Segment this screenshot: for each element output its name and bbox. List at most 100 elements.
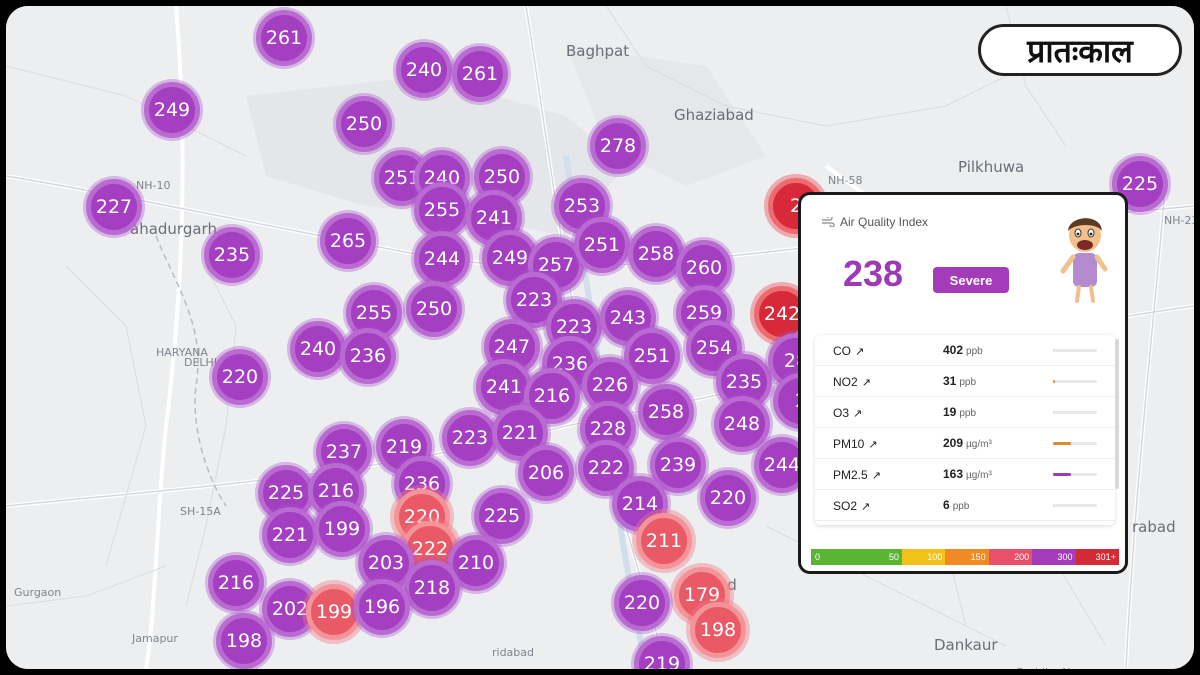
aqi-header: Air Quality Index <box>821 215 928 229</box>
aqi-scale-segment: 301+ <box>1075 549 1119 565</box>
pollutant-unit: ppb <box>959 408 977 419</box>
pollutant-unit: µg/m³ <box>966 439 992 450</box>
aqi-station-marker[interactable]: 250 <box>336 96 392 152</box>
aqi-station-marker[interactable]: 250 <box>406 281 462 337</box>
pollutant-list-scrollbar[interactable] <box>1115 339 1119 489</box>
trend-arrow-icon: ↗ <box>868 439 878 451</box>
pollutant-name: NO2 ↗ <box>833 375 871 389</box>
pollutant-value: 163 µg/m³ <box>943 467 992 481</box>
map-place-label: Ghaziabad <box>674 106 754 124</box>
logo: प्रातःकाल <box>978 24 1182 76</box>
pollutant-row[interactable]: SO2 ↗ 6 ppb <box>815 490 1115 521</box>
aqi-scale-segment: 0 <box>811 549 859 565</box>
aqi-scale-segment: 100 <box>901 549 946 565</box>
aqi-station-marker[interactable]: 221 <box>262 507 318 563</box>
aqi-station-marker[interactable]: 202 <box>262 581 318 637</box>
aqi-category-badge: Severe <box>933 267 1009 293</box>
aqi-station-marker[interactable]: 240 <box>396 42 452 98</box>
aqi-station-marker[interactable]: 236 <box>340 328 396 384</box>
masked-person-illustration <box>1060 218 1108 303</box>
aqi-station-marker[interactable]: 196 <box>354 579 410 635</box>
pollutant-level-fill <box>1053 473 1072 476</box>
aqi-scale-segment: 300 <box>1032 549 1076 565</box>
pollutant-level-fill <box>1053 411 1054 414</box>
aqi-station-marker[interactable]: 240 <box>290 321 346 377</box>
map-place-label: Baghpat <box>566 42 630 60</box>
aqi-scale-segment: 150 <box>945 549 989 565</box>
pollutant-row[interactable]: PM10 ↗ 209 µg/m³ <box>815 428 1115 459</box>
map-road-label: ridabad <box>492 646 535 659</box>
map-road-label: Jamapur <box>132 632 178 645</box>
aqi-station-marker[interactable]: 278 <box>590 118 646 174</box>
aqi-station-marker[interactable]: 251 <box>624 328 680 384</box>
pollutant-row[interactable]: NO2 ↗ 31 ppb <box>815 366 1115 397</box>
map-road-label: DELHI <box>184 356 218 369</box>
aqi-station-marker[interactable]: 227 <box>86 179 142 235</box>
pollutant-row[interactable]: O3 ↗ 19 ppb <box>815 397 1115 428</box>
aqi-value: 238 <box>843 253 904 294</box>
pollutant-value-number: 19 <box>943 405 957 419</box>
aqi-station-marker[interactable]: 255 <box>414 182 470 238</box>
pollutant-row[interactable]: PM2.5 ↗ 163 µg/m³ <box>815 459 1115 490</box>
aqi-station-marker[interactable]: 239 <box>650 437 706 493</box>
aqi-station-marker[interactable]: 265 <box>320 213 376 269</box>
pollutant-row[interactable]: CO ↗ 402 ppb <box>815 335 1115 366</box>
aqi-station-marker[interactable]: 261 <box>452 46 508 102</box>
aqi-station-marker[interactable]: 248 <box>714 396 770 452</box>
pollutant-level-fill <box>1053 349 1054 352</box>
map-road-label: NH-58 <box>828 174 863 187</box>
aqi-station-marker[interactable]: 220 <box>212 349 268 405</box>
aqi-station-marker[interactable]: 258 <box>638 384 694 440</box>
map-place-label: Pilkhuwa <box>958 158 1025 176</box>
pollutant-unit: µg/m³ <box>966 470 992 481</box>
pollutant-unit: ppb <box>959 377 977 388</box>
map-road-label: HARYANA <box>156 346 208 359</box>
aqi-station-marker[interactable]: 220 <box>614 575 670 631</box>
aqi-station-marker[interactable]: 225 <box>474 488 530 544</box>
pollutant-level-bar <box>1053 349 1097 352</box>
aqi-station-marker[interactable]: 235 <box>204 227 260 283</box>
aqi-station-marker[interactable]: 199 <box>306 584 362 640</box>
aqi-station-marker[interactable]: 198 <box>690 602 746 658</box>
aqi-station-marker[interactable]: 206 <box>518 445 574 501</box>
pollutant-value-number: 209 <box>943 436 964 450</box>
pollutant-name-text: PM2.5 <box>833 468 868 482</box>
pollutant-level-fill <box>1053 504 1054 507</box>
pollutant-name: CO ↗ <box>833 344 864 358</box>
pollutant-value: 402 ppb <box>943 343 983 357</box>
aqi-station-marker[interactable]: 219 <box>634 636 690 669</box>
trend-arrow-icon: ↗ <box>853 408 863 420</box>
aqi-scale-segment: 200 <box>988 549 1033 565</box>
pollutant-value-number: 402 <box>943 343 964 357</box>
pollutant-value-number: 163 <box>943 467 964 481</box>
aqi-station-marker[interactable]: 254 <box>686 320 742 376</box>
aqi-color-scale: 0 50 100 150 200 300 301+ <box>811 549 1119 565</box>
aqi-station-marker[interactable]: 211 <box>636 513 692 569</box>
aqi-station-marker[interactable]: 220 <box>700 470 756 526</box>
pollutant-name-text: PM10 <box>833 437 865 451</box>
pollutant-value: 209 µg/m³ <box>943 436 992 450</box>
map-place-label: rabad <box>1132 518 1176 536</box>
aqi-station-marker[interactable]: 218 <box>404 560 460 616</box>
map-road-label: NH-10 <box>136 179 171 192</box>
aqi-station-marker[interactable]: 199 <box>314 501 370 557</box>
pollutant-name: PM2.5 ↗ <box>833 468 881 482</box>
pollutant-list: CO ↗ 402 ppb NO2 ↗ 31 ppb O3 ↗ 19 ppb PM10 ↗ 209 µg/m³ P… <box>815 335 1115 525</box>
pollutant-value: 31 ppb <box>943 374 976 388</box>
aqi-station-marker[interactable]: 251 <box>574 217 630 273</box>
aqi-station-marker[interactable]: 244 <box>414 231 470 287</box>
aqi-station-marker[interactable]: 198 <box>216 613 272 669</box>
map-road-label: n Buddha N <box>1006 666 1070 669</box>
pollutant-level-bar <box>1053 411 1097 414</box>
aqi-scale-segment: 50 <box>858 549 902 565</box>
wind-icon <box>822 217 835 227</box>
aqi-title: Air Quality Index <box>840 215 929 229</box>
aqi-station-marker[interactable]: 249 <box>144 82 200 138</box>
aqi-station-marker[interactable]: 223 <box>442 410 498 466</box>
aqi-station-marker[interactable]: 216 <box>208 555 264 611</box>
trend-arrow-icon: ↗ <box>861 501 871 513</box>
aqi-panel: Air Quality Index 238 Severe CO ↗ 402 ppb NO… <box>798 192 1128 574</box>
pollutant-name: O3 ↗ <box>833 406 862 420</box>
pollutant-unit: ppb <box>952 501 970 512</box>
aqi-station-marker[interactable]: 261 <box>256 10 312 66</box>
